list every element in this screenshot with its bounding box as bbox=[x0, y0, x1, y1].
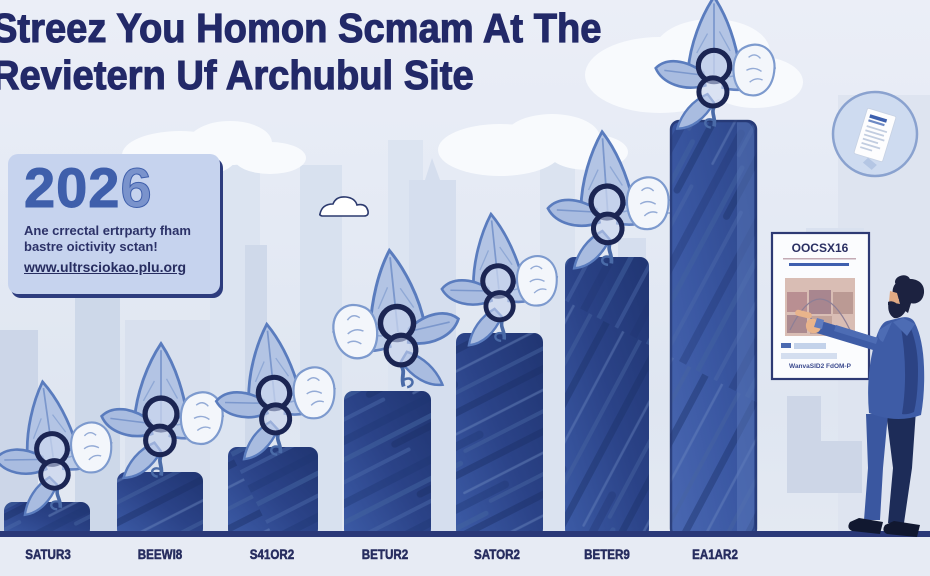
svg-text:WanvaSID2 FdOM-P: WanvaSID2 FdOM-P bbox=[789, 363, 852, 370]
svg-text:OOCSX16: OOCSX16 bbox=[792, 241, 849, 255]
